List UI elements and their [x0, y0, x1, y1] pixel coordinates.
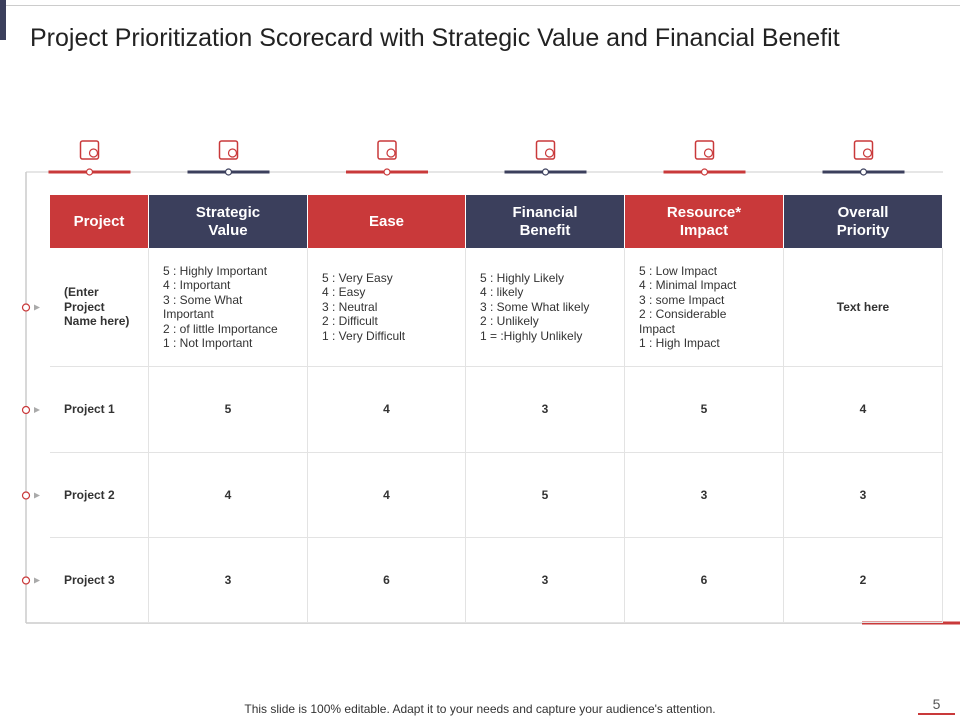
cell-text: 3 — [859, 487, 867, 502]
accent-bar — [0, 0, 6, 40]
table-cell: 2 — [784, 538, 943, 623]
cell-text: Project 1 — [64, 402, 115, 417]
cell-text: 5 — [541, 487, 549, 502]
cell-text: 3 : Some What likely — [480, 299, 590, 314]
table-cell: 5 : Low Impact 4 : Minimal Impact 3 : some… — [625, 248, 784, 367]
table-cell: Text here — [784, 248, 943, 367]
cell-text: 6 — [700, 572, 708, 587]
cell-text: 5 : Very Easy — [322, 270, 393, 285]
table-cell: 4 — [308, 367, 466, 453]
title: Project Prioritization Scorecard with St… — [30, 24, 840, 52]
header-cell: Strategic Value — [149, 195, 307, 248]
cell-text: 1 : Very Difficult — [322, 328, 406, 343]
table-cell: Project 2 — [50, 453, 149, 538]
cell-text: 3 — [541, 402, 549, 417]
header-cell: Overall Priority — [784, 195, 942, 248]
header-cell: Ease — [308, 195, 465, 248]
table-cell: (Enter Project Name here) — [50, 248, 149, 367]
cell-text: 4 — [383, 487, 390, 502]
cell-text: 4 — [383, 402, 390, 417]
cell-text: 3 — [224, 572, 232, 587]
table-cell: 3 — [149, 538, 308, 623]
cell-text: 5 : Low Impact — [639, 263, 718, 278]
cell-text: 3 : Neutral — [322, 299, 378, 314]
cell-text: 4 : Easy — [322, 285, 366, 300]
table-cell: 5 : Highly Important 4 : Important 3 : Som… — [149, 248, 308, 367]
cell-text: Text here — [836, 299, 890, 314]
cell-text: 2 : Considerable — [639, 307, 727, 321]
cell-text: 4 : likely — [480, 285, 524, 300]
cell-text: 2 : Unlikely — [480, 314, 539, 329]
cell-text: 1 = :Highly Unlikely — [480, 328, 583, 343]
table-cell: 6 — [625, 538, 784, 623]
table-cell: 5 : Very Easy 4 : Easy 3 : Neutral 2 : Diff… — [308, 248, 466, 367]
cell-text: 4 : Minimal Impact — [639, 278, 737, 292]
table-cell: 3 — [784, 453, 943, 538]
cell-text: 3 — [541, 572, 549, 587]
cell-text: 4 — [859, 402, 867, 417]
header-cell: Resource* Impact — [625, 195, 783, 248]
cell-text: 5 : Highly Important — [163, 263, 268, 278]
cell-text: Impact — [639, 321, 676, 336]
table-cell: 3 — [466, 367, 625, 453]
table-cell: 6 — [308, 538, 466, 623]
top-rule — [0, 5, 960, 6]
cell-text: 4 — [224, 487, 232, 502]
table-cell: 4 — [784, 367, 943, 453]
table-cell: 3 — [625, 453, 784, 538]
cell-text: 2 : Difficult — [322, 314, 378, 329]
table-cell: 5 — [466, 453, 625, 538]
cell-text: 2 — [859, 572, 867, 587]
cell-text: 3 : some Impact — [639, 292, 725, 307]
cell-text: 5 : Highly Likely — [480, 270, 565, 285]
table-cell: Project 3 — [50, 538, 149, 623]
table-cell: 5 : Highly Likely 4 : likely 3 : Some What… — [466, 248, 625, 367]
cell-text: Project 3 — [64, 572, 115, 587]
cell-text: Name here) — [64, 314, 130, 329]
cell-text: 1 : Not Important — [163, 336, 253, 350]
table-cell: 4 — [149, 453, 308, 538]
cell-text: 5 — [224, 402, 232, 417]
cell-text: Important — [163, 307, 214, 321]
header-cell: Project — [50, 195, 148, 248]
cell-text: Project — [64, 299, 105, 314]
cell-text: 2 : of little Importance — [163, 321, 278, 336]
cell-text: 6 — [383, 572, 390, 587]
table-cell: 5 — [149, 367, 308, 453]
cell-text: 4 : Important — [163, 278, 231, 292]
table-cell: 3 — [466, 538, 625, 623]
table-cell: 4 — [308, 453, 466, 538]
cell-text: 3 — [700, 487, 708, 502]
page-number: 5 — [932, 696, 941, 712]
table-cell: 5 — [625, 367, 784, 453]
table-cell: Project 1 — [50, 367, 149, 453]
cell-text: 1 : High Impact — [639, 336, 720, 350]
header-cell: Financial Benefit — [466, 195, 624, 248]
cell-text: Project 2 — [64, 487, 115, 502]
cell-text: 5 — [700, 402, 708, 417]
footer: This slide is 100% editable. Adapt it to… — [244, 702, 716, 716]
cell-text: (Enter — [64, 285, 99, 300]
cell-text: 3 : Some What — [163, 292, 243, 307]
